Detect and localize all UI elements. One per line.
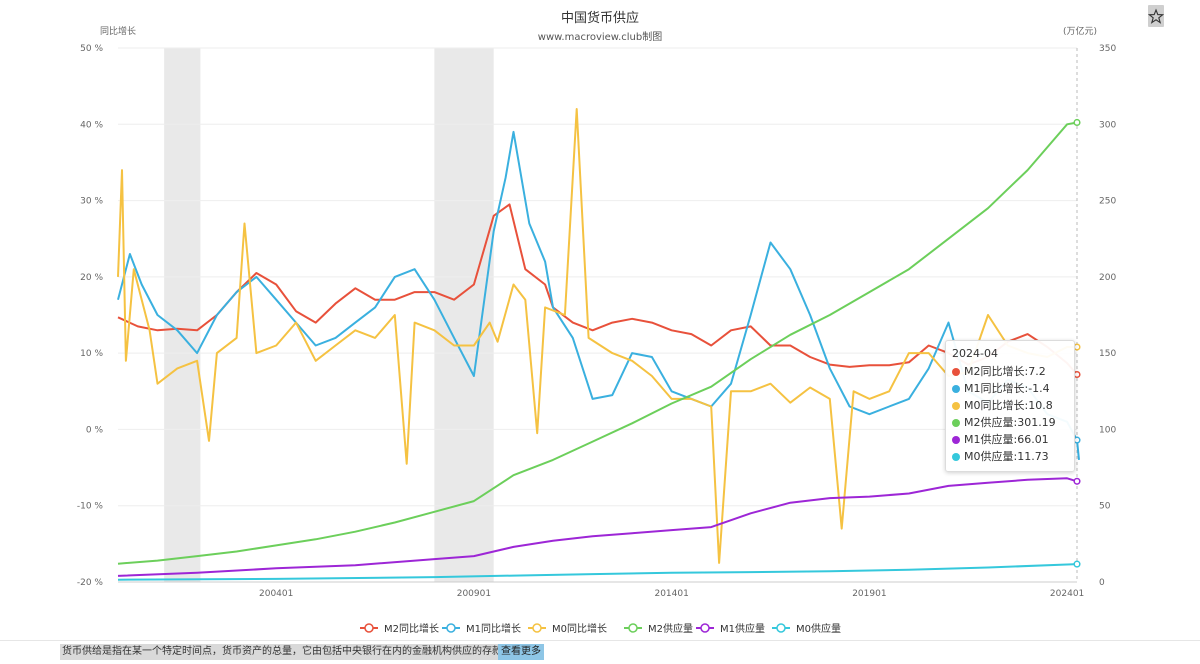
- legend-label: M1供应量: [720, 622, 765, 635]
- footer: 货币供给是指在某一个特定时间点，货币资产的总量，它由包括中央银行在内的金融机构供…: [0, 640, 1200, 664]
- legend-marker: [700, 623, 710, 633]
- y-right-tick: 150: [1099, 349, 1116, 359]
- tooltip-row: M1同比增长:-1.4: [952, 380, 1068, 397]
- series-line-2: [117, 108, 1077, 564]
- tooltip-dot: [952, 436, 960, 444]
- series-line-1: [117, 130, 1080, 461]
- y-left-tick: 0 %: [86, 425, 104, 435]
- chart-title: 中国货币供应: [561, 10, 639, 26]
- y-right-tick: 100: [1099, 425, 1116, 435]
- y-left-tick: 30 %: [80, 197, 103, 207]
- legend-item[interactable]: M0同比增长: [528, 622, 607, 635]
- legend-item[interactable]: M0供应量: [772, 622, 841, 635]
- series-line-3: [117, 121, 1078, 565]
- tooltip-row: M1供应量:66.01: [952, 431, 1068, 448]
- tooltip-row-label: M2供应量:301.19: [964, 416, 1056, 429]
- legend-label: M1同比增长: [466, 622, 521, 635]
- y-left-axis: -20 % -10 % 0 % 10 % 20 % 30 % 40 % 50 %: [77, 44, 104, 588]
- legend[interactable]: M2同比增长 M1同比增长 M0同比增长 M2供应量 M1供应量 M0供应量: [360, 622, 841, 635]
- legend-label: M0同比增长: [552, 622, 607, 635]
- tooltip-row-label: M0供应量:11.73: [964, 450, 1049, 463]
- tooltip-row-label: M0同比增长:10.8: [964, 399, 1053, 412]
- x-tick: 200401: [259, 589, 293, 599]
- legend-item[interactable]: M1同比增长: [442, 622, 521, 635]
- x-tick: 200901: [457, 589, 491, 599]
- tooltip-row-label: M2同比增长:7.2: [964, 365, 1046, 378]
- tooltip: 2024-04 M2同比增长:7.2 M1同比增长:-1.4 M0同比增长:10.8…: [945, 340, 1075, 472]
- x-axis: 200401 200901 201401 201901 202401: [259, 589, 1084, 599]
- series-line-5: [117, 563, 1078, 581]
- x-tick: 202401: [1050, 589, 1084, 599]
- tooltip-dot: [952, 453, 960, 461]
- y-left-tick: 50 %: [80, 44, 103, 54]
- tooltip-row-label: M1同比增长:-1.4: [964, 382, 1050, 395]
- y-left-label: 同比增长: [100, 25, 136, 37]
- y-left-tick: -10 %: [77, 502, 104, 512]
- series-end-point: [1073, 477, 1081, 485]
- x-tick: 201401: [654, 589, 688, 599]
- shaded-period-1: [434, 48, 494, 582]
- grid: [118, 47, 1078, 583]
- y-left-tick: 20 %: [80, 273, 103, 283]
- favorite-button[interactable]: [1147, 5, 1165, 27]
- y-right-label: (万亿元): [1063, 25, 1097, 37]
- y-right-tick: 50: [1099, 502, 1111, 512]
- chart: 中国货币供应 www.macroview.club制图 同比增长 (万亿元) -…: [77, 10, 1117, 635]
- series-end-point: [1073, 436, 1081, 444]
- tooltip-date: 2024-04: [952, 347, 998, 360]
- legend-label: M2供应量: [648, 622, 693, 635]
- y-right-tick: 250: [1099, 197, 1116, 207]
- series-line-4: [117, 477, 1078, 577]
- y-right-tick: 350: [1099, 44, 1116, 54]
- y-left-tick: 40 %: [80, 120, 103, 130]
- read-more-button[interactable]: 查看更多: [498, 644, 544, 660]
- y-right-tick: 200: [1099, 273, 1116, 283]
- tooltip-dot: [952, 385, 960, 393]
- tooltip-row: M2供应量:301.19: [952, 414, 1068, 431]
- y-right-tick: 300: [1099, 120, 1116, 130]
- series-end-point: [1073, 118, 1081, 127]
- series-end-point: [1073, 560, 1081, 568]
- tooltip-row-label: M1供应量:66.01: [964, 433, 1049, 446]
- legend-item[interactable]: M1供应量: [696, 622, 765, 635]
- legend-marker: [776, 623, 786, 633]
- legend-label: M0供应量: [796, 622, 841, 635]
- chart-subtitle: www.macroview.club制图: [538, 30, 662, 43]
- legend-label: M2同比增长: [384, 622, 439, 635]
- legend-item[interactable]: M2同比增长: [360, 622, 439, 635]
- shaded-period-0: [164, 48, 201, 582]
- y-right-tick: 0: [1099, 578, 1105, 588]
- legend-marker: [446, 623, 456, 633]
- tooltip-dot: [952, 368, 960, 376]
- legend-marker: [364, 623, 374, 633]
- tooltip-row: M0同比增长:10.8: [952, 397, 1068, 414]
- legend-item[interactable]: M2供应量: [624, 622, 693, 635]
- series-end-point: [1073, 343, 1081, 351]
- x-tick: 201901: [852, 589, 886, 599]
- y-left-tick: -20 %: [77, 578, 104, 588]
- shaded-periods: [164, 48, 494, 582]
- series-end-point: [1073, 370, 1081, 379]
- series-line-0: [117, 203, 1078, 376]
- tooltip-dot: [952, 419, 960, 427]
- legend-marker: [628, 623, 638, 633]
- footer-note: 货币供给是指在某一个特定时间点，货币资产的总量，它由包括中央银行在内的金融机构供…: [60, 644, 514, 660]
- tooltip-row: M2同比增长:7.2: [952, 363, 1068, 380]
- tooltip-row: M0供应量:11.73: [952, 448, 1068, 465]
- y-left-tick: 10 %: [80, 349, 103, 359]
- series-lines: [117, 108, 1081, 581]
- legend-marker: [532, 623, 542, 633]
- y-right-axis: 0 50 100 150 200 250 300 350: [1099, 44, 1116, 588]
- star-icon: [1147, 8, 1165, 24]
- tooltip-dot: [952, 402, 960, 410]
